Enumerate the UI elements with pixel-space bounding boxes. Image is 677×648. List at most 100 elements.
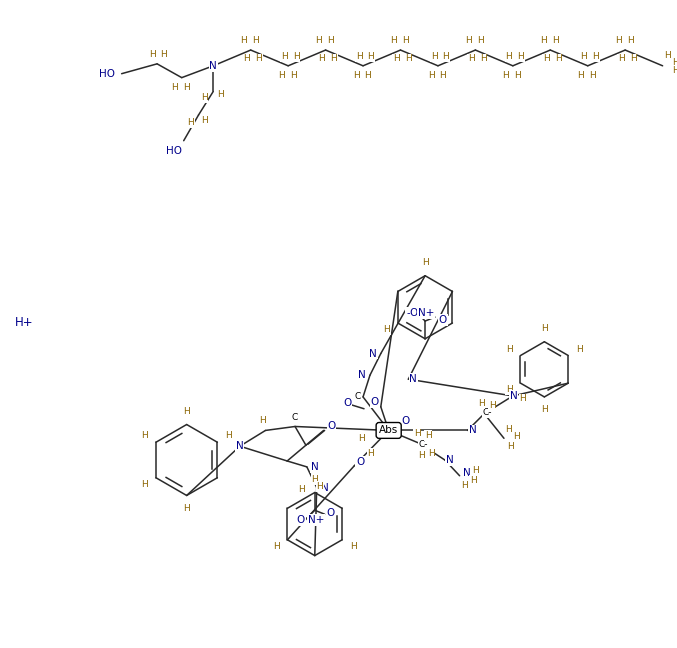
Text: H: H (393, 54, 400, 64)
Text: H: H (355, 52, 362, 62)
Text: C-: C- (483, 408, 492, 417)
Text: H: H (615, 36, 621, 45)
Text: H: H (217, 90, 223, 99)
Text: H: H (506, 425, 512, 434)
Text: H: H (327, 36, 334, 45)
Text: N: N (462, 468, 471, 478)
Text: H: H (477, 36, 483, 45)
Text: H: H (318, 54, 325, 64)
Text: HO: HO (166, 146, 182, 156)
Text: N: N (236, 441, 244, 451)
Text: N: N (446, 455, 454, 465)
Text: H: H (517, 52, 524, 62)
Text: H: H (630, 54, 636, 64)
Text: N: N (468, 426, 477, 435)
Text: H: H (357, 434, 364, 443)
Text: H: H (281, 52, 288, 62)
Text: H: H (350, 542, 357, 551)
Text: H: H (290, 71, 297, 80)
Text: H: H (183, 503, 190, 513)
Text: H: H (330, 54, 337, 64)
Text: H: H (299, 485, 305, 494)
Text: O: O (343, 398, 351, 408)
Text: H: H (431, 52, 437, 62)
Text: H: H (418, 450, 424, 459)
Text: H: H (414, 429, 420, 438)
Text: H: H (541, 405, 548, 414)
Text: H+: H+ (15, 316, 34, 329)
Text: H: H (592, 52, 599, 62)
Text: H: H (225, 432, 232, 441)
Text: H: H (424, 431, 431, 440)
Text: N+: N+ (307, 515, 324, 525)
Text: N: N (510, 391, 518, 401)
Text: Abs: Abs (379, 426, 398, 435)
Text: H: H (316, 482, 323, 491)
Text: H: H (489, 401, 496, 410)
Text: H: H (465, 36, 472, 45)
Text: O: O (439, 315, 447, 325)
Text: C: C (355, 393, 362, 401)
Text: N+: N+ (418, 308, 435, 318)
Text: H: H (443, 52, 450, 62)
Text: H: H (353, 71, 359, 80)
Text: H: H (428, 71, 435, 80)
Text: H: H (149, 51, 156, 60)
Text: H: H (506, 52, 512, 62)
Text: H: H (273, 542, 280, 551)
Text: H: H (519, 395, 526, 404)
Text: H: H (141, 432, 148, 441)
Text: H: H (506, 385, 512, 394)
Text: O: O (328, 421, 336, 430)
Text: H: H (480, 54, 487, 64)
Text: H: H (311, 475, 318, 484)
Text: H: H (468, 54, 475, 64)
Text: H: H (589, 71, 596, 80)
Text: H: H (508, 442, 515, 451)
Text: H: H (618, 54, 625, 64)
Text: O: O (326, 508, 334, 518)
Text: H: H (541, 325, 548, 334)
Text: N: N (311, 462, 319, 472)
Text: H: H (428, 448, 435, 457)
Text: H: H (627, 36, 634, 45)
Text: H: H (543, 54, 550, 64)
Text: C: C (292, 413, 298, 422)
Text: H: H (580, 52, 587, 62)
Text: H: H (470, 476, 477, 485)
Text: H: H (183, 83, 190, 92)
Text: H: H (201, 93, 208, 102)
Text: H: H (402, 36, 409, 45)
Text: H: H (461, 481, 468, 490)
Text: H: H (390, 36, 397, 45)
Text: N: N (410, 374, 417, 384)
Text: N: N (321, 483, 328, 492)
Text: H: H (171, 83, 178, 92)
Text: H: H (502, 71, 509, 80)
Text: H: H (472, 467, 479, 476)
Text: H: H (664, 51, 671, 60)
Text: C-: C- (418, 440, 428, 448)
Text: H: H (478, 399, 485, 408)
Text: H: H (383, 325, 390, 334)
Text: H: H (506, 345, 512, 354)
Text: H: H (188, 119, 194, 128)
Text: O: O (371, 397, 379, 407)
Text: H: H (255, 54, 262, 64)
Text: H: H (244, 54, 250, 64)
Text: H: H (577, 71, 584, 80)
Text: H: H (576, 345, 583, 354)
Text: H: H (554, 54, 561, 64)
Text: N: N (369, 349, 377, 358)
Text: H: H (672, 58, 677, 67)
Text: H: H (540, 36, 547, 45)
Text: H: H (515, 71, 521, 80)
Text: H: H (141, 480, 148, 489)
Text: H: H (422, 259, 429, 268)
Text: H: H (160, 51, 167, 60)
Text: -O: -O (406, 308, 418, 318)
Text: H: H (672, 66, 677, 75)
Text: N: N (358, 370, 366, 380)
Text: H: H (201, 115, 208, 124)
Text: H: H (253, 36, 259, 45)
